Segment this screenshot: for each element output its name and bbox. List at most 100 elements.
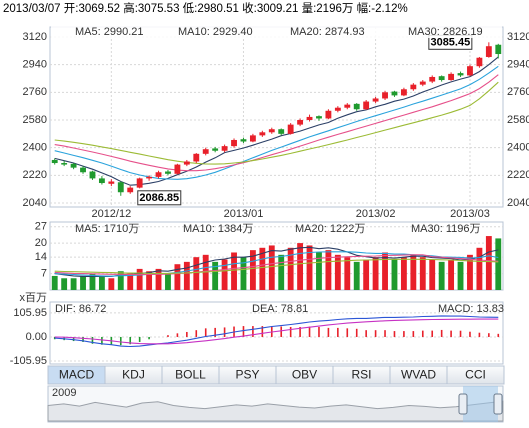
macd-bar: [214, 327, 216, 337]
macd-bar: [440, 329, 443, 337]
navigator-label: 2009: [52, 387, 76, 399]
macd-bar: [478, 332, 481, 337]
candle-body: [410, 84, 417, 90]
volume-bar: [231, 252, 237, 290]
macd-bar: [280, 326, 283, 337]
volume-bar: [438, 261, 445, 290]
volume-bar: [259, 247, 266, 290]
legend-entry: MA20: 1222万: [295, 223, 365, 235]
volume-bar: [146, 271, 153, 290]
y-tick-label-right: 2760: [507, 86, 529, 98]
tab-label[interactable]: PSY: [235, 368, 259, 382]
ma-line: [54, 258, 499, 274]
candle-body: [108, 181, 115, 184]
navigator-handle-right[interactable]: [493, 393, 503, 415]
candle-body: [457, 73, 464, 76]
candle-body: [193, 153, 200, 162]
candle-body: [278, 129, 285, 134]
y-tick-label: 2400: [23, 142, 47, 154]
candle-body: [117, 182, 124, 193]
macd-bar: [148, 336, 150, 340]
macd-bar: [82, 336, 84, 342]
y-tick-label: 7: [41, 267, 47, 279]
tab[interactable]: [446, 365, 505, 385]
volume-bar: [325, 250, 332, 290]
candle-body: [448, 73, 455, 81]
candle-body: [221, 146, 228, 151]
y-tick-label-right: 2940: [507, 59, 529, 71]
legend-band: [51, 26, 502, 38]
ma-line: [54, 81, 499, 165]
macd-bar: [289, 326, 292, 337]
y-tick-label: 105.95: [13, 307, 47, 319]
volume-bar: [457, 261, 464, 290]
tab-label[interactable]: OBV: [292, 368, 317, 382]
macd-bar: [242, 326, 245, 337]
legend-entry: MA10: 2929.40: [178, 26, 253, 38]
macd-bar: [91, 336, 94, 344]
volume-bar: [334, 254, 341, 290]
legend-entry: MACD: 13.83: [438, 303, 504, 315]
legend-entry: MA10: 1384万: [183, 223, 253, 235]
y-tick-label: 2940: [23, 59, 47, 71]
candle-body: [353, 103, 360, 110]
macd-bar: [421, 330, 424, 337]
candle-body: [316, 116, 322, 119]
macd-bar: [384, 330, 386, 337]
tab-label[interactable]: KDJ: [122, 368, 145, 382]
y-tick-label: 2220: [23, 169, 47, 181]
legend-entry: MA5: 2990.21: [75, 26, 144, 38]
volume-bar: [80, 275, 86, 290]
y-tick-label: 3120: [23, 31, 47, 43]
candle-body: [127, 187, 134, 193]
y-axis-label: x百万: [20, 292, 48, 304]
candle-body: [98, 178, 105, 184]
legend-entry: MA20: 2874.93: [290, 26, 365, 38]
y-tick-label-right: 2040: [507, 197, 529, 209]
macd-bar: [412, 331, 415, 337]
macd-bar: [355, 328, 358, 337]
macd-bar: [299, 326, 301, 337]
y-tick-label-right: 2580: [507, 114, 529, 126]
macd-bar: [337, 327, 339, 337]
candle-body: [240, 139, 247, 142]
navigator-selection[interactable]: [463, 386, 498, 422]
macd-bar: [403, 331, 405, 337]
volume-bar: [165, 273, 171, 290]
candle-body: [165, 171, 171, 174]
candle-body: [382, 92, 388, 99]
annotation-box: [137, 190, 182, 206]
tab-label[interactable]: CCI: [465, 368, 486, 382]
header-info: 2013/03/07 开:3069.52 高:3075.53 低:2980.51…: [3, 1, 408, 15]
volume-bar: [297, 243, 304, 290]
macd-bar: [129, 336, 132, 345]
candle-body: [61, 163, 68, 165]
panel-frame: [49, 301, 504, 365]
volume-bar: [382, 252, 388, 290]
candle-body: [391, 91, 398, 96]
macd-bar: [167, 335, 169, 337]
candle-body: [476, 57, 483, 67]
macd-bar: [431, 330, 434, 337]
y-tick-label: 2760: [23, 86, 47, 98]
tab-label[interactable]: WVAD: [401, 368, 436, 382]
tab-label[interactable]: MACD: [59, 368, 95, 382]
volume-bar: [193, 257, 200, 290]
candle-body: [231, 139, 237, 147]
candle-body: [146, 176, 153, 179]
candle-body: [306, 116, 313, 120]
candle-body: [344, 104, 351, 108]
macd-bar: [308, 326, 311, 337]
x-tick-label: 2013/02: [356, 208, 396, 220]
macd-bar: [223, 327, 226, 337]
ma-line: [54, 315, 499, 348]
tab-label[interactable]: BOLL: [175, 368, 206, 382]
navigator-handle-left[interactable]: [458, 393, 468, 415]
tab-label[interactable]: RSI: [351, 368, 371, 382]
ma-line: [54, 65, 499, 180]
candle-body: [202, 149, 209, 154]
volume-bar: [98, 275, 105, 290]
volume-bar: [117, 271, 124, 290]
candle-body: [438, 76, 445, 81]
